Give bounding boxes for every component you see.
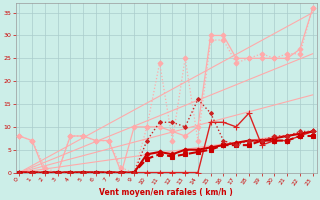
X-axis label: Vent moyen/en rafales ( km/h ): Vent moyen/en rafales ( km/h ) [99, 188, 233, 197]
